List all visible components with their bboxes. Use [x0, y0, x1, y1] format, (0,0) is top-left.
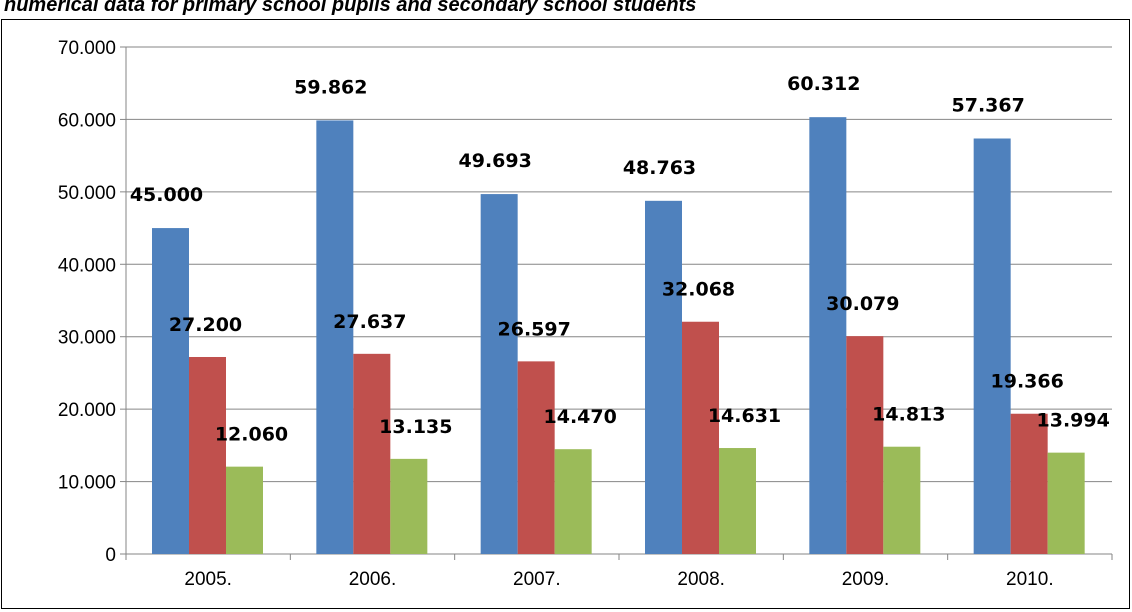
data-label: 14.631	[708, 405, 781, 427]
data-label: 57.367	[952, 94, 1025, 116]
bar	[517, 361, 555, 554]
data-label: 26.597	[498, 318, 571, 340]
data-label: 13.994	[1037, 410, 1110, 432]
y-tick-label: 60.000	[58, 110, 116, 131]
y-tick-label: 50.000	[58, 183, 116, 204]
bar	[1047, 452, 1085, 554]
data-label: 27.637	[333, 311, 406, 333]
data-label: 14.813	[872, 404, 945, 426]
bar	[189, 356, 226, 554]
data-label: 49.693	[459, 150, 532, 172]
bar	[390, 458, 428, 554]
bar	[719, 448, 756, 554]
y-tick-label: 40.000	[58, 255, 116, 276]
data-label: 32.068	[662, 279, 735, 301]
y-tick-label: 10.000	[58, 473, 116, 494]
data-label: 30.079	[826, 293, 899, 315]
chart-title: numerical data for primary school pupils…	[4, 0, 697, 16]
bar	[152, 228, 189, 555]
bar	[973, 138, 1011, 554]
chart-frame	[1, 19, 1130, 609]
data-label: 59.862	[294, 76, 367, 98]
data-label: 60.312	[787, 73, 860, 95]
bar	[883, 446, 921, 554]
x-tick-label: 2006.	[349, 569, 397, 590]
y-tick-label: 20.000	[58, 400, 116, 421]
data-label: 14.470	[544, 406, 617, 428]
y-tick-label: 70.000	[58, 38, 116, 59]
x-tick-label: 2007.	[513, 569, 561, 590]
x-tick-label: 2010.	[1006, 569, 1054, 590]
bar	[1010, 413, 1048, 554]
x-tick-label: 2009.	[842, 569, 890, 590]
bar	[226, 466, 263, 554]
bar	[809, 117, 847, 555]
bar	[480, 194, 518, 555]
bar	[316, 120, 354, 554]
data-label: 27.200	[169, 314, 242, 336]
y-tick-label: 0	[105, 545, 116, 566]
x-tick-label: 2005.	[184, 569, 232, 590]
data-label: 12.060	[215, 424, 288, 446]
bar	[645, 200, 682, 554]
bar	[353, 353, 391, 554]
data-label: 19.366	[991, 371, 1064, 393]
y-tick-label: 30.000	[58, 328, 116, 349]
bar	[846, 336, 884, 554]
bar	[554, 449, 592, 554]
x-tick-label: 2008.	[677, 569, 725, 590]
data-label: 48.763	[623, 157, 696, 179]
data-label: 13.135	[379, 416, 452, 438]
data-label: 45.000	[130, 184, 203, 206]
bar	[682, 321, 719, 554]
